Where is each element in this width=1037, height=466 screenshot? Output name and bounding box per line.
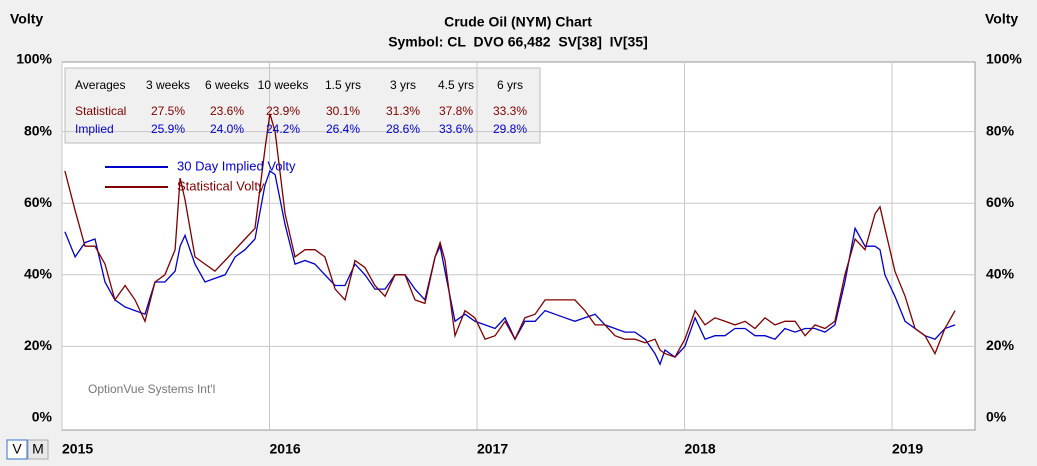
table-header: 4.5 yrs xyxy=(438,78,474,92)
y-tick-label: 20% xyxy=(24,337,53,353)
table-cell: 33.3% xyxy=(493,104,527,118)
table-header: Averages xyxy=(75,78,125,92)
table-header: 3 weeks xyxy=(146,78,190,92)
y2-tick-label: 0% xyxy=(986,409,1007,425)
table-cell: 23.9% xyxy=(266,104,300,118)
y-tick-label: 80% xyxy=(24,122,53,138)
series-line xyxy=(64,113,956,358)
table-cell: 24.2% xyxy=(266,122,300,136)
legend-label: 30 Day Implied Volty xyxy=(177,158,296,173)
y-axis-label: Volty xyxy=(10,11,43,27)
y2-tick-label: 100% xyxy=(986,51,1022,67)
chart-title: Crude Oil (NYM) Chart xyxy=(444,14,592,30)
y-tick-label: 100% xyxy=(16,51,52,67)
series-line xyxy=(64,169,956,367)
table-cell: 25.9% xyxy=(151,122,185,136)
y-tick-label: 60% xyxy=(24,194,53,210)
chart-subtitle: Symbol: CL DVO 66,482 SV[38] IV[35] xyxy=(388,34,648,50)
averages-table xyxy=(64,67,541,144)
table-cell: 33.6% xyxy=(439,122,473,136)
table-header: 10 weeks xyxy=(258,78,309,92)
table-cell: 37.8% xyxy=(439,104,473,118)
table-header: 6 weeks xyxy=(205,78,249,92)
y2-tick-label: 20% xyxy=(986,337,1015,353)
button-m[interactable] xyxy=(27,439,49,460)
button-m-label[interactable]: M xyxy=(32,441,44,457)
legend-label: Statistical Volty xyxy=(177,178,265,193)
table-cell: Implied xyxy=(75,122,114,136)
table-cell: 30.1% xyxy=(326,104,360,118)
y-tick-label: 0% xyxy=(32,409,53,425)
y2-axis-label: Volty xyxy=(985,11,1018,27)
table-cell: 27.5% xyxy=(151,104,185,118)
button-v[interactable] xyxy=(6,439,28,460)
button-v-label[interactable]: V xyxy=(12,441,22,457)
y-tick-label: 40% xyxy=(24,266,53,282)
table-header: 1.5 yrs xyxy=(325,78,361,92)
x-tick-label: 2017 xyxy=(477,441,508,457)
table-header: 3 yrs xyxy=(390,78,416,92)
x-tick-label: 2016 xyxy=(270,441,301,457)
y2-tick-label: 80% xyxy=(986,122,1015,138)
table-cell: 24.0% xyxy=(210,122,244,136)
x-tick-label: 2015 xyxy=(62,441,93,457)
watermark: OptionVue Systems Int'l xyxy=(88,382,215,396)
y2-tick-label: 60% xyxy=(986,194,1015,210)
x-tick-label: 2019 xyxy=(892,441,923,457)
table-cell: Statistical xyxy=(75,104,126,118)
table-cell: 28.6% xyxy=(386,122,420,136)
y2-tick-label: 40% xyxy=(986,266,1015,282)
x-tick-label: 2018 xyxy=(685,441,716,457)
table-cell: 29.8% xyxy=(493,122,527,136)
table-cell: 31.3% xyxy=(386,104,420,118)
table-header: 6 yrs xyxy=(497,78,523,92)
table-cell: 26.4% xyxy=(326,122,360,136)
table-cell: 23.6% xyxy=(210,104,244,118)
